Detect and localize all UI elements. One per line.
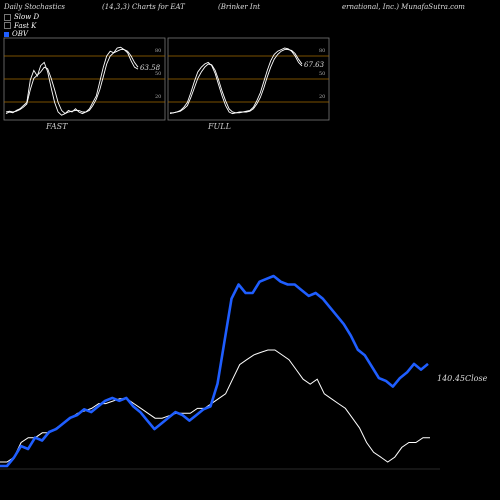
legend-label-fast-k: Fast K — [14, 21, 37, 30]
fast-fast-k-line — [5, 46, 139, 116]
fast-value-label: 63.58 — [140, 64, 161, 72]
fast-tick-20: 20 — [155, 94, 161, 100]
chart-title: Daily Stochastics — [4, 3, 66, 11]
close-price-suffix: Close — [465, 374, 488, 383]
fast-slow-d-line — [5, 49, 139, 115]
full-panel: 80 50 20 67.63 — [167, 37, 330, 121]
legend: Slow D Fast K OBV — [4, 13, 39, 39]
company-name-part-a: (Brinker Int — [218, 3, 261, 11]
fast-panel-label: FAST — [46, 122, 68, 131]
full-tick-20: 20 — [319, 94, 325, 100]
full-value-label: 67.63 — [304, 61, 325, 69]
price-line — [0, 349, 430, 463]
legend-item-slow-d: Slow D — [4, 13, 39, 22]
obv-line — [0, 274, 429, 468]
legend-swatch-obv — [4, 31, 9, 37]
legend-swatch-fast-k — [4, 22, 11, 30]
company-name-part-b: ernational, Inc.) MunafaSutra.com — [342, 3, 465, 11]
fast-tick-50: 50 — [155, 71, 161, 77]
full-fast-k-line — [169, 47, 303, 115]
legend-label-obv: OBV — [12, 30, 28, 38]
fast-tick-80: 80 — [155, 48, 161, 54]
full-tick-50: 50 — [319, 71, 325, 77]
legend-label-slow-d: Slow D — [14, 13, 40, 21]
obv-price-panel: 140.45Close — [0, 274, 488, 470]
chart-params: (14,3,3) Charts for EAT — [102, 3, 185, 11]
full-tick-80: 80 — [319, 48, 325, 54]
close-price-value: 140.45 — [437, 374, 465, 383]
legend-swatch-slow-d — [4, 13, 11, 21]
close-price-label: 140.45Close — [437, 374, 488, 383]
fast-panel: 80 50 20 63.58 — [3, 37, 166, 121]
legend-item-obv: OBV — [4, 30, 39, 39]
full-panel-label: FULL — [208, 122, 231, 131]
legend-item-fast-k: Fast K — [4, 22, 39, 31]
